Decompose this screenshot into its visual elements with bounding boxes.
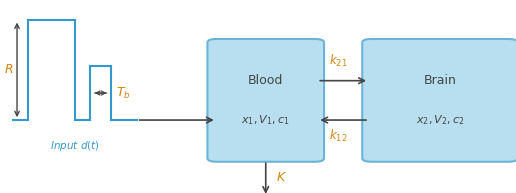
Text: $K$: $K$: [276, 171, 287, 184]
Text: $R$: $R$: [4, 63, 13, 76]
Text: Blood: Blood: [248, 74, 283, 87]
Text: Brain: Brain: [424, 74, 456, 87]
FancyBboxPatch shape: [362, 39, 516, 162]
Text: $T_b$: $T_b$: [116, 85, 131, 101]
FancyBboxPatch shape: [207, 39, 324, 162]
Text: $x_1, V_1, c_1$: $x_1, V_1, c_1$: [241, 113, 290, 127]
Text: Input $d(t)$: Input $d(t)$: [50, 139, 100, 153]
Text: $k_{12}$: $k_{12}$: [329, 128, 347, 144]
Text: $k_{21}$: $k_{21}$: [329, 53, 347, 69]
Text: $x_2, V_2, c_2$: $x_2, V_2, c_2$: [415, 113, 464, 127]
